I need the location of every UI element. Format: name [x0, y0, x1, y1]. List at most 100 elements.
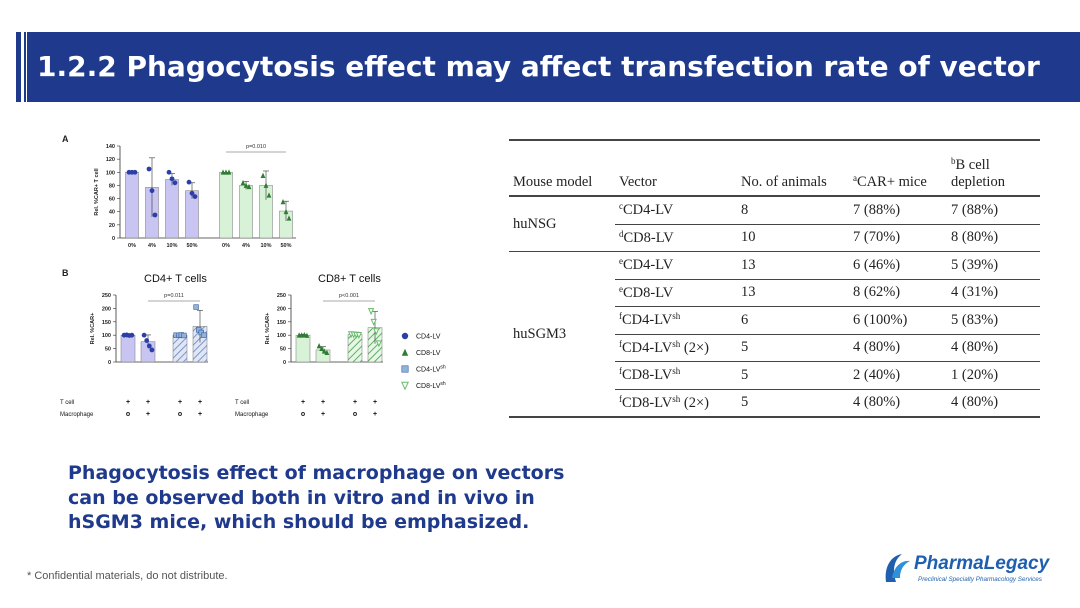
cell-bcell: 5 (83%) [947, 306, 1040, 335]
panel-b-y-tick-label: 250 [277, 293, 286, 299]
panel-a-data-point [166, 169, 172, 175]
panel-a-data-point [243, 182, 249, 188]
cell-animals: 6 [737, 306, 849, 335]
panel-b-y-tick-label: 100 [277, 333, 286, 339]
cell-animals: 5 [737, 361, 849, 390]
panel-a-data-point [169, 176, 175, 182]
panel-b-data-point [144, 338, 150, 343]
legend-label: CD4-LVsh [416, 365, 446, 374]
legend-label: CD8-LVsh [416, 381, 446, 390]
panel-b-data-point [321, 348, 327, 354]
cell-car: 4 (80%) [849, 389, 947, 418]
logo-tagline: Preclinical Specialty Pharmacology Servi… [918, 576, 1043, 583]
panel-a-data-point [146, 166, 152, 172]
cell-bcell: 4 (80%) [947, 334, 1040, 362]
panel-a-data-point [263, 182, 269, 188]
panel-b-tcell-mark: + [146, 399, 150, 406]
panel-b-y-axis-label: Rel. %CAR+ [90, 313, 96, 345]
panel-a-data-point [286, 215, 292, 221]
cell-car: 4 (80%) [849, 334, 947, 362]
panel-b-macrophage-mark: o [126, 411, 130, 418]
panel-b-data-point [304, 332, 310, 338]
cell-animals: 13 [737, 251, 849, 280]
cell-animals: 13 [737, 279, 849, 307]
panel-a-y-tick-label: 20 [109, 223, 115, 229]
panel-b-tcell-mark: + [301, 399, 305, 406]
panel-b-bar [172, 334, 188, 363]
title-accent-bar [16, 32, 21, 102]
panel-b-data-point [370, 318, 377, 326]
panel-b-y-tick-label: 150 [102, 320, 111, 326]
panel-b-annotation: p=0.011 [164, 293, 184, 299]
panel-a-data-point [280, 198, 286, 205]
panel-a-bar [125, 172, 139, 239]
logo-mark-icon [885, 554, 902, 582]
panel-b-data-point [201, 332, 207, 338]
table-header-row: Mouse model Vector No. of animals aCAR+ … [509, 140, 1040, 197]
pharmalegacy-logo: PharmaLegacy Preclinical Specialty Pharm… [880, 548, 1051, 588]
panel-b-y-axis-label: Rel. %CAR+ [265, 313, 271, 345]
panel-b-tcell-mark: + [353, 399, 357, 406]
panel-a-bar [165, 179, 179, 239]
panel-b-data-point [129, 332, 135, 338]
panel-a-bar [239, 185, 253, 239]
panel-b-tcell-mark: + [198, 399, 202, 406]
panel-b-tcell-mark: + [126, 399, 130, 406]
panel-b-row-label-macrophage: Macrophage [235, 412, 269, 418]
panel-b-row-label-macrophage: Macrophage [60, 412, 94, 418]
header-vector: Vector [615, 140, 737, 197]
panel-b-tcell-mark: + [178, 399, 182, 406]
table-row: fCD8-LVsh 5 2 (40%) 1 (20%) [509, 361, 1040, 390]
cell-car: 8 (62%) [849, 279, 947, 307]
panel-b-macrophage-mark: + [198, 411, 202, 418]
panel-b-row-label-tcell: T cell [235, 400, 249, 406]
panel-a-x-tick-label: 50% [280, 243, 291, 249]
table-row: eCD8-LV 13 8 (62%) 4 (31%) [509, 279, 1040, 307]
header-car-mice: aCAR+ mice [849, 140, 947, 197]
panel-b-tcell-mark: + [373, 399, 377, 406]
cell-car: 6 (100%) [849, 306, 947, 335]
cell-bcell: 5 (39%) [947, 251, 1040, 280]
table-row: fCD4-LVsh 6 6 (100%) 5 (83%) [509, 306, 1040, 335]
panel-a-annotation: p=0.010 [246, 144, 266, 150]
panel-b-data-point [181, 332, 187, 339]
panel-a-data-point [246, 183, 252, 190]
table-row: huNSG cCD4-LV 8 7 (88%) 7 (88%) [509, 196, 1040, 252]
title-bar [27, 32, 1080, 102]
panel-b-macrophage-mark: + [146, 411, 150, 418]
cell-vector: eCD8-LV [615, 279, 737, 307]
panel-a-data-point [223, 169, 229, 175]
table-row: fCD8-LVsh (2×) 5 4 (80%) 4 (80%) [509, 389, 1040, 418]
header-bcell-depletion: bB cell depletion [947, 140, 1040, 197]
panel-b-annotation: p<0.001 [339, 293, 359, 299]
confidential-note: * Confidential materials, do not distrib… [27, 570, 228, 582]
cell-vector: cCD4-LV [615, 196, 737, 225]
panel-a-x-tick-label: 0% [128, 243, 136, 249]
header-animals: No. of animals [737, 140, 849, 197]
cell-car: 6 (46%) [849, 251, 947, 280]
table-row: huSGM3 eCD4-LV 13 6 (46%) 5 (39%) [509, 251, 1040, 418]
panel-b-data-point [316, 343, 322, 349]
panel-a-data-point [172, 180, 178, 186]
legend-label: CD4-LV [416, 334, 441, 341]
page-title: 1.2.2 Phagocytosis effect may affect tra… [37, 50, 1040, 83]
panel-a-data-point [260, 172, 266, 178]
header-mouse-model: Mouse model [509, 140, 615, 197]
panel-a-y-tick-label: 120 [106, 157, 115, 163]
panel-b-data-point [141, 332, 147, 338]
cell-car: 7 (88%) [849, 196, 947, 225]
group-label-husgm3: huSGM3 [509, 251, 615, 418]
panel-a-data-point [149, 188, 155, 194]
panel-a-y-tick-label: 40 [109, 210, 115, 216]
panel-b-macrophage-mark: + [321, 411, 325, 418]
cell-bcell: 4 (31%) [947, 279, 1040, 307]
panel-a-y-tick-label: 80 [109, 183, 115, 189]
table-row: dCD8-LV 10 7 (70%) 8 (80%) [509, 224, 1040, 252]
cell-vector: fCD8-LVsh [615, 361, 737, 390]
panel-a-y-tick-label: 140 [106, 144, 115, 150]
panel-a-data-point [152, 212, 158, 218]
panel-a-y-tick-label: 100 [106, 170, 115, 176]
cell-bcell: 8 (80%) [947, 224, 1040, 252]
panel-a-data-point [132, 169, 138, 175]
panel-a-data-point [266, 192, 272, 198]
